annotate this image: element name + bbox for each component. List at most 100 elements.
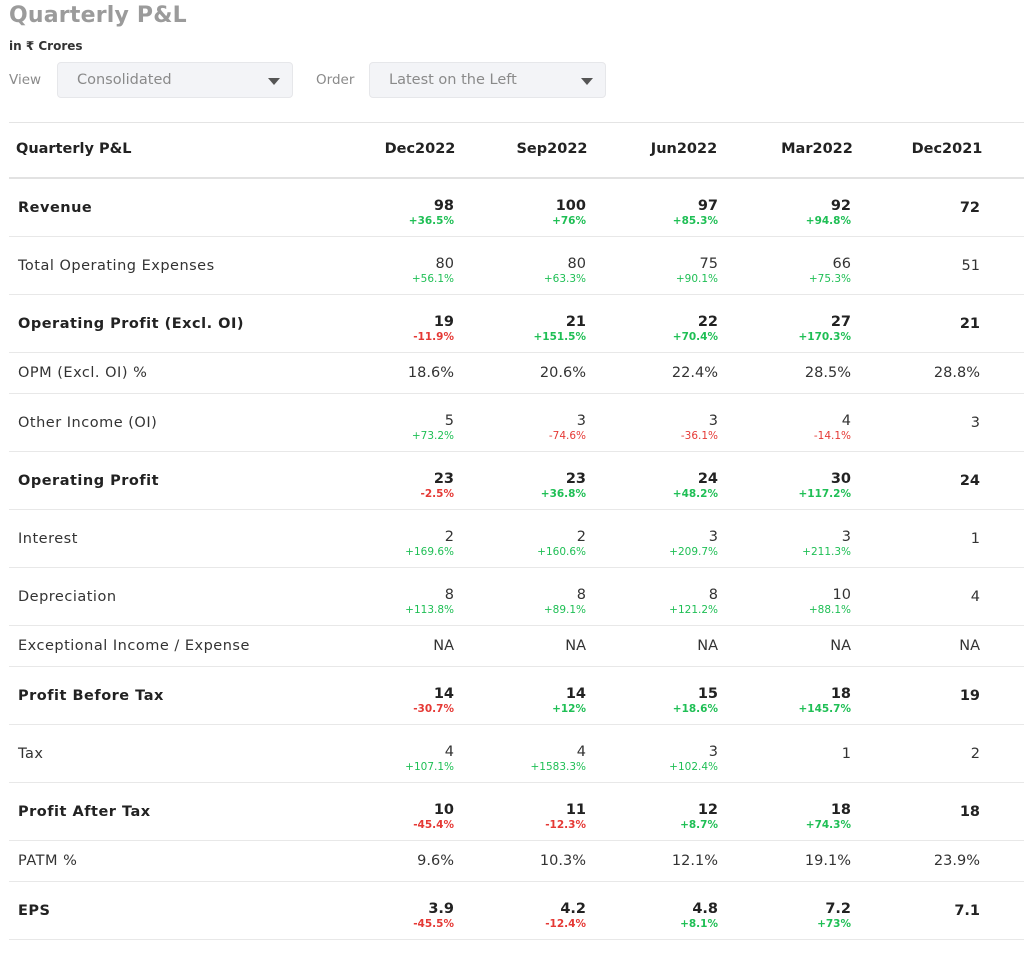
cell-change: +73% [817,918,851,930]
order-select[interactable]: Latest on the Left [369,62,606,98]
cell-value: 23.9% [933,853,980,869]
cell-value: 1 [841,746,851,762]
chevron-down-icon [268,78,280,85]
table-cell: 15 +18.6% [598,686,718,715]
table-cell: 4 -14.1% [731,413,851,442]
table-cell: 92 +94.8% [731,198,851,227]
table-cell: 19 [860,688,980,704]
cell-value: 3 [841,529,851,545]
cell-value: 30 [830,471,851,487]
table-row: Other Income (OI) 5 +73.2% 3 -74.6% 3 -36.1% 4-… [9,394,1024,452]
view-select[interactable]: Consolidated [57,62,293,98]
table-cell: 28.8% [860,365,980,381]
row-label: Profit After Tax [18,804,151,820]
column-header[interactable]: Sep2022 [516,141,588,157]
cell-value: 18 [959,804,980,820]
table-cell: 2 +169.6% [334,529,454,558]
cell-change: +107.1% [405,761,454,773]
cell-change: -14.1% [813,430,851,442]
table-cell: 4 +107.1% [334,744,454,773]
cell-value: 8 [576,587,586,603]
cell-value: 3 [708,744,718,760]
column-header[interactable]: Mar2022 [781,141,853,157]
table-cell: NA [731,638,851,654]
cell-change: +151.5% [533,331,586,343]
table-cell: 9.6% [334,853,454,869]
table-header-label: Quarterly P&L [16,141,132,157]
cell-change: +145.7% [798,703,851,715]
table-cell: 28.5% [731,365,851,381]
table-cell: NA [466,638,586,654]
table-row: Interest 2 +169.6% 2 +160.6% 3 +209.7% 3 +211.3%… [9,510,1024,568]
cell-value: 19.1% [804,853,851,869]
table-cell: 24 [860,473,980,489]
table-cell: 10 -45.4% [334,802,454,831]
table-cell: 51 [860,258,980,274]
table-body: Revenue 98 +36.5% 100 +76% 97 +85.3% 92 +94.8% 72… [9,179,1024,940]
cell-value: 20.6% [539,365,586,381]
table-cell: 8 +113.8% [334,587,454,616]
cell-change: +102.4% [669,761,718,773]
cell-value: 80 [567,256,586,272]
table-cell: 66 +75.3% [731,256,851,285]
cell-change: +48.2% [672,488,718,500]
cell-value: 18 [830,686,851,702]
table-cell: 1 [860,531,980,547]
table-cell: 3 +211.3% [731,529,851,558]
cell-change: +8.7% [680,819,718,831]
row-label: Tax [18,746,44,762]
table-cell: NA [598,638,718,654]
cell-value: 4 [444,744,454,760]
cell-value: 14 [433,686,454,702]
table-cell: 27 +170.3% [731,314,851,343]
table-row: Depreciation 8 +113.8% 8 +89.1% 8 +121.2% 10 +88… [9,568,1024,626]
table-cell: 7.1 [860,903,980,919]
cell-value: 7.1 [954,903,980,919]
cell-change: +36.8% [540,488,586,500]
table-cell: NA [334,638,454,654]
cell-value: 10 [433,802,454,818]
cell-change: -11.9% [413,331,454,343]
column-header[interactable]: Dec2022 [384,141,456,157]
table-cell: 8 +121.2% [598,587,718,616]
cell-value: 10.3% [539,853,586,869]
row-label: Operating Profit (Excl. OI) [18,316,244,332]
table-cell: 21 +151.5% [466,314,586,343]
table-cell: 23 -2.5% [334,471,454,500]
chevron-down-icon [581,78,593,85]
cell-value: 27 [830,314,851,330]
cell-value: 98 [433,198,454,214]
cell-value: 4.8 [692,901,718,917]
cell-change: -12.4% [545,918,586,930]
cell-value: 18.6% [407,365,454,381]
table-row: Operating Profit (Excl. OI) 19 -11.9% 21 +15… [9,295,1024,353]
column-header[interactable]: Jun2022 [650,141,718,157]
units-subtitle: in ₹ Crores [9,39,83,53]
table-cell: 12 +8.7% [598,802,718,831]
table-cell: 4 +1583.3% [466,744,586,773]
row-label: Other Income (OI) [18,415,158,431]
table-cell: 3.9 -45.5% [334,901,454,930]
cell-change: +74.3% [805,819,851,831]
cell-change: +94.8% [805,215,851,227]
pl-table: Quarterly P&L Dec2022 Sep2022 Jun2022 Ma… [9,122,1024,940]
cell-value: 15 [697,686,718,702]
cell-change: +73.2% [411,430,454,442]
cell-change: -45.5% [413,918,454,930]
table-row: Exceptional Income / Expense NA NA NA NA NA [9,626,1024,667]
order-label: Order [316,72,355,88]
table-cell: 18 +145.7% [731,686,851,715]
table-cell: 19.1% [731,853,851,869]
row-label: Total Operating Expenses [18,258,215,274]
column-header[interactable]: Dec2021 [911,141,983,157]
cell-value: 11 [565,802,586,818]
cell-change: +211.3% [802,546,851,558]
table-cell: 5 +73.2% [334,413,454,442]
table-cell: 18.6% [334,365,454,381]
view-select-value: Consolidated [77,72,172,88]
table-cell: 2 +160.6% [466,529,586,558]
cell-value: 22 [697,314,718,330]
cell-value: 92 [830,198,851,214]
cell-value: 18 [830,802,851,818]
table-cell: 100 +76% [466,198,586,227]
